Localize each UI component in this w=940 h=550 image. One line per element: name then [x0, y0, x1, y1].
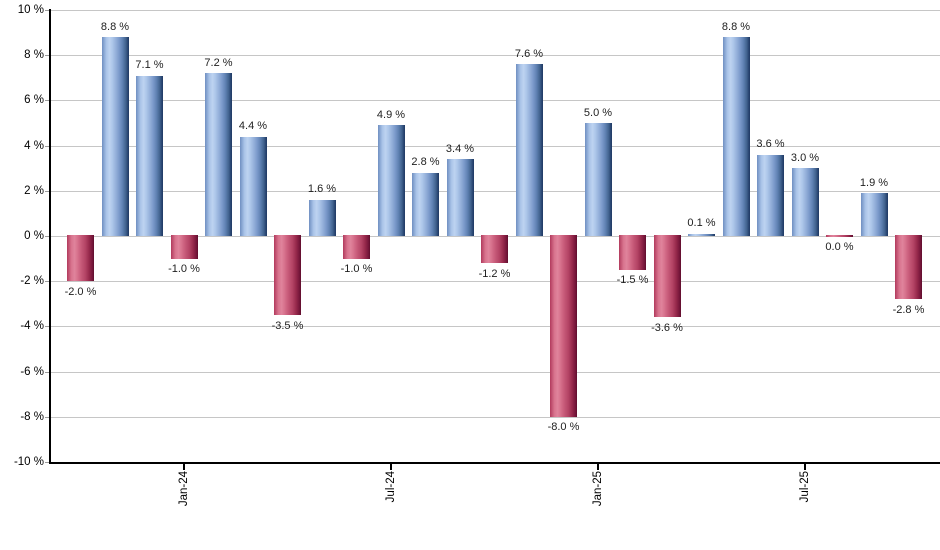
- bar: [412, 172, 439, 236]
- bar-value-label: 7.6 %: [514, 47, 544, 60]
- y-axis-line: [49, 9, 51, 464]
- y-axis-tick: [45, 462, 49, 463]
- y-axis-tick-label: -8 %: [20, 410, 44, 423]
- bar: [757, 154, 784, 236]
- bar: [791, 168, 819, 236]
- bar-value-label: 3.6 %: [756, 138, 785, 151]
- bar: [653, 235, 681, 318]
- bar: [722, 37, 750, 236]
- bar-value-label: -2.0 %: [64, 285, 97, 298]
- bar-value-label: -1.2 %: [478, 267, 511, 280]
- bar: [515, 64, 543, 236]
- bar-value-label: -3.5 %: [271, 319, 304, 332]
- y-axis-tick: [45, 100, 49, 102]
- gridline: [51, 100, 940, 102]
- x-axis-tick: [804, 462, 806, 470]
- bar: [619, 235, 646, 270]
- bar: [308, 199, 336, 236]
- bar: [67, 235, 94, 282]
- y-axis-tick-label: -2 %: [20, 275, 44, 288]
- y-axis-tick-label: 10 %: [17, 4, 44, 16]
- gridline: [51, 416, 940, 418]
- gridline: [51, 145, 940, 147]
- x-axis-tick-label: Jul-24: [385, 471, 397, 503]
- bar-value-label: 2.8 %: [411, 156, 440, 169]
- gridline: [51, 326, 940, 328]
- bar: [826, 235, 853, 237]
- bar-value-label: 4.4 %: [238, 120, 268, 133]
- x-axis-tick: [597, 462, 599, 470]
- gridline: [51, 371, 940, 373]
- bar-value-label: 1.9 %: [859, 176, 889, 189]
- bar-value-label: 0.1 %: [687, 217, 716, 230]
- y-axis-tick-label: 8 %: [24, 49, 44, 62]
- bar: [860, 193, 888, 236]
- gridline: [51, 55, 940, 57]
- x-axis-line: [49, 462, 940, 464]
- bar-value-label: 4.9 %: [376, 108, 406, 121]
- bar-value-label: 3.0 %: [790, 151, 820, 164]
- y-axis-tick: [45, 55, 49, 57]
- bar-value-label: -1.0 %: [168, 263, 200, 276]
- bar-value-label: -2.8 %: [892, 303, 925, 316]
- bar-value-label: 5.0 %: [583, 106, 613, 119]
- x-axis-tick: [183, 462, 185, 470]
- bar-value-label: 1.6 %: [307, 183, 337, 196]
- bar-value-label: 7.1 %: [135, 59, 164, 71]
- bar: [481, 235, 508, 264]
- bar: [170, 235, 198, 259]
- bar: [274, 235, 301, 316]
- bar: [895, 235, 922, 300]
- y-axis-tick-label: -10 %: [13, 456, 44, 468]
- y-axis-tick-label: -4 %: [20, 320, 44, 333]
- bar: [688, 233, 715, 236]
- gridline: [51, 10, 940, 11]
- bar: [239, 136, 267, 236]
- bar: [205, 73, 232, 236]
- y-axis-tick: [45, 326, 49, 328]
- bar: [550, 235, 577, 417]
- bar: [446, 159, 474, 236]
- bar-value-label: 0.0 %: [825, 240, 854, 253]
- y-axis-tick-label: 6 %: [24, 94, 44, 107]
- y-axis-tick-label: 0 %: [24, 230, 44, 242]
- x-axis-tick-label: Jan-25: [592, 471, 604, 507]
- y-axis-tick: [45, 416, 49, 418]
- y-axis-tick: [45, 190, 49, 192]
- gridline: [51, 190, 940, 192]
- x-axis-tick-label: Jul-25: [799, 471, 811, 503]
- bar: [136, 75, 163, 236]
- bar: [343, 235, 370, 259]
- y-axis-tick-label: 2 %: [24, 184, 44, 197]
- gridline: [51, 281, 940, 283]
- y-axis-tick-label: -6 %: [20, 365, 44, 378]
- y-axis-tick: [45, 281, 49, 283]
- bar-value-label: 3.4 %: [445, 142, 475, 155]
- x-axis-tick: [390, 462, 392, 470]
- bar-value-label: -1.5 %: [616, 274, 649, 287]
- bar-value-label: 8.8 %: [100, 20, 130, 33]
- bar-value-label: 7.2 %: [204, 56, 233, 69]
- bar: [584, 123, 612, 236]
- bar: [101, 37, 129, 236]
- bar: [377, 125, 405, 236]
- y-axis-tick-label: 4 %: [24, 139, 44, 152]
- y-axis-tick: [45, 371, 49, 373]
- bar-value-label: -8.0 %: [547, 421, 580, 434]
- y-axis-tick: [45, 145, 49, 147]
- x-axis-tick-label: Jan-24: [178, 471, 190, 507]
- bar-value-label: -3.6 %: [651, 321, 683, 334]
- bar-value-label: 8.8 %: [721, 20, 751, 33]
- y-axis-tick: [45, 236, 49, 237]
- y-axis-tick: [45, 10, 49, 11]
- bar-value-label: -1.0 %: [340, 263, 373, 276]
